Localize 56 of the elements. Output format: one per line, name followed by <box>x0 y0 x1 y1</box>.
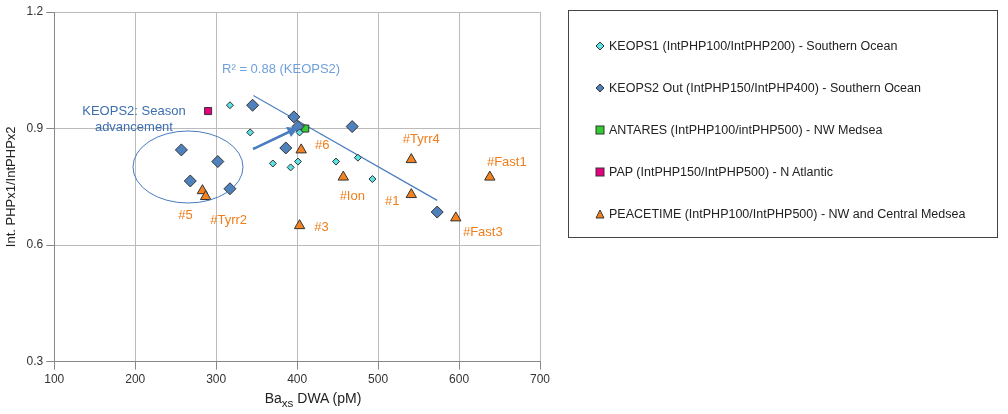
x-tick-label: 500 <box>368 372 389 387</box>
y-axis-title: Int. PHPx1/IntPHPx2 <box>3 126 19 248</box>
x-axis-title: Ba$_{xs}$ DWA (pM) <box>263 390 363 409</box>
point <box>405 188 417 199</box>
y-tick-label: 1.2 <box>26 4 44 19</box>
point <box>174 143 188 157</box>
point <box>353 153 362 162</box>
annotation: KEOPS2: Season advancement <box>82 102 186 134</box>
legend-label: PEACETIME (IntPHP100/IntPHP500) - NW and Central Medsea <box>609 207 966 221</box>
y-tick-label: 0.3 <box>26 353 44 368</box>
point <box>183 174 197 188</box>
point <box>279 141 293 155</box>
annotation: R² = 0.88 (KEOPS2) <box>222 60 341 76</box>
legend-label: KEOPS1 (IntPHP100/IntPHP200) - Southern Ocean <box>609 39 898 53</box>
annotation: #Fast1 <box>486 153 527 169</box>
annotation: #3 <box>314 219 329 235</box>
y-tick-label: 0.6 <box>26 237 44 252</box>
point <box>246 98 260 112</box>
x-tick-label: 700 <box>529 372 551 387</box>
point <box>293 219 306 230</box>
point <box>345 120 359 134</box>
legend-label: ANTARES (IntPHP100/intPHP500) - NW Medsea <box>609 123 883 137</box>
point <box>211 155 225 169</box>
point <box>332 157 340 166</box>
point <box>430 205 444 219</box>
point <box>204 107 213 116</box>
annotation: #Tyrr2 <box>210 212 248 228</box>
point <box>199 190 212 201</box>
point <box>295 143 307 154</box>
x-tick-label: 200 <box>125 372 146 387</box>
point <box>293 157 302 166</box>
point <box>246 128 255 137</box>
x-tick-label: 100 <box>44 372 65 387</box>
point <box>450 211 462 222</box>
point <box>268 159 277 168</box>
annotation: #Ion <box>339 187 365 203</box>
point <box>225 101 234 110</box>
point <box>484 170 496 181</box>
point <box>337 170 349 181</box>
annotation: #Tyrr4 <box>402 131 440 147</box>
x-tick-label: 300 <box>206 372 227 387</box>
point <box>286 163 295 172</box>
point <box>223 182 237 196</box>
x-tick-label: 400 <box>287 372 308 387</box>
x-tick-label: 600 <box>449 372 470 387</box>
point <box>405 153 417 164</box>
y-tick-label: 0.9 <box>26 120 44 135</box>
annotation: #1 <box>385 193 400 209</box>
annotation: #5 <box>178 207 193 223</box>
legend-label: KEOPS2 Out (IntPHP150/IntPHP400) - Southern Ocean <box>609 81 921 95</box>
legend-label: PAP (IntPHP150/IntPHP500) - N Atlantic <box>609 165 833 179</box>
annotation: #Fast3 <box>462 224 503 240</box>
point <box>368 175 377 184</box>
point <box>287 110 301 124</box>
annotation: #6 <box>314 137 330 153</box>
point <box>295 128 304 137</box>
